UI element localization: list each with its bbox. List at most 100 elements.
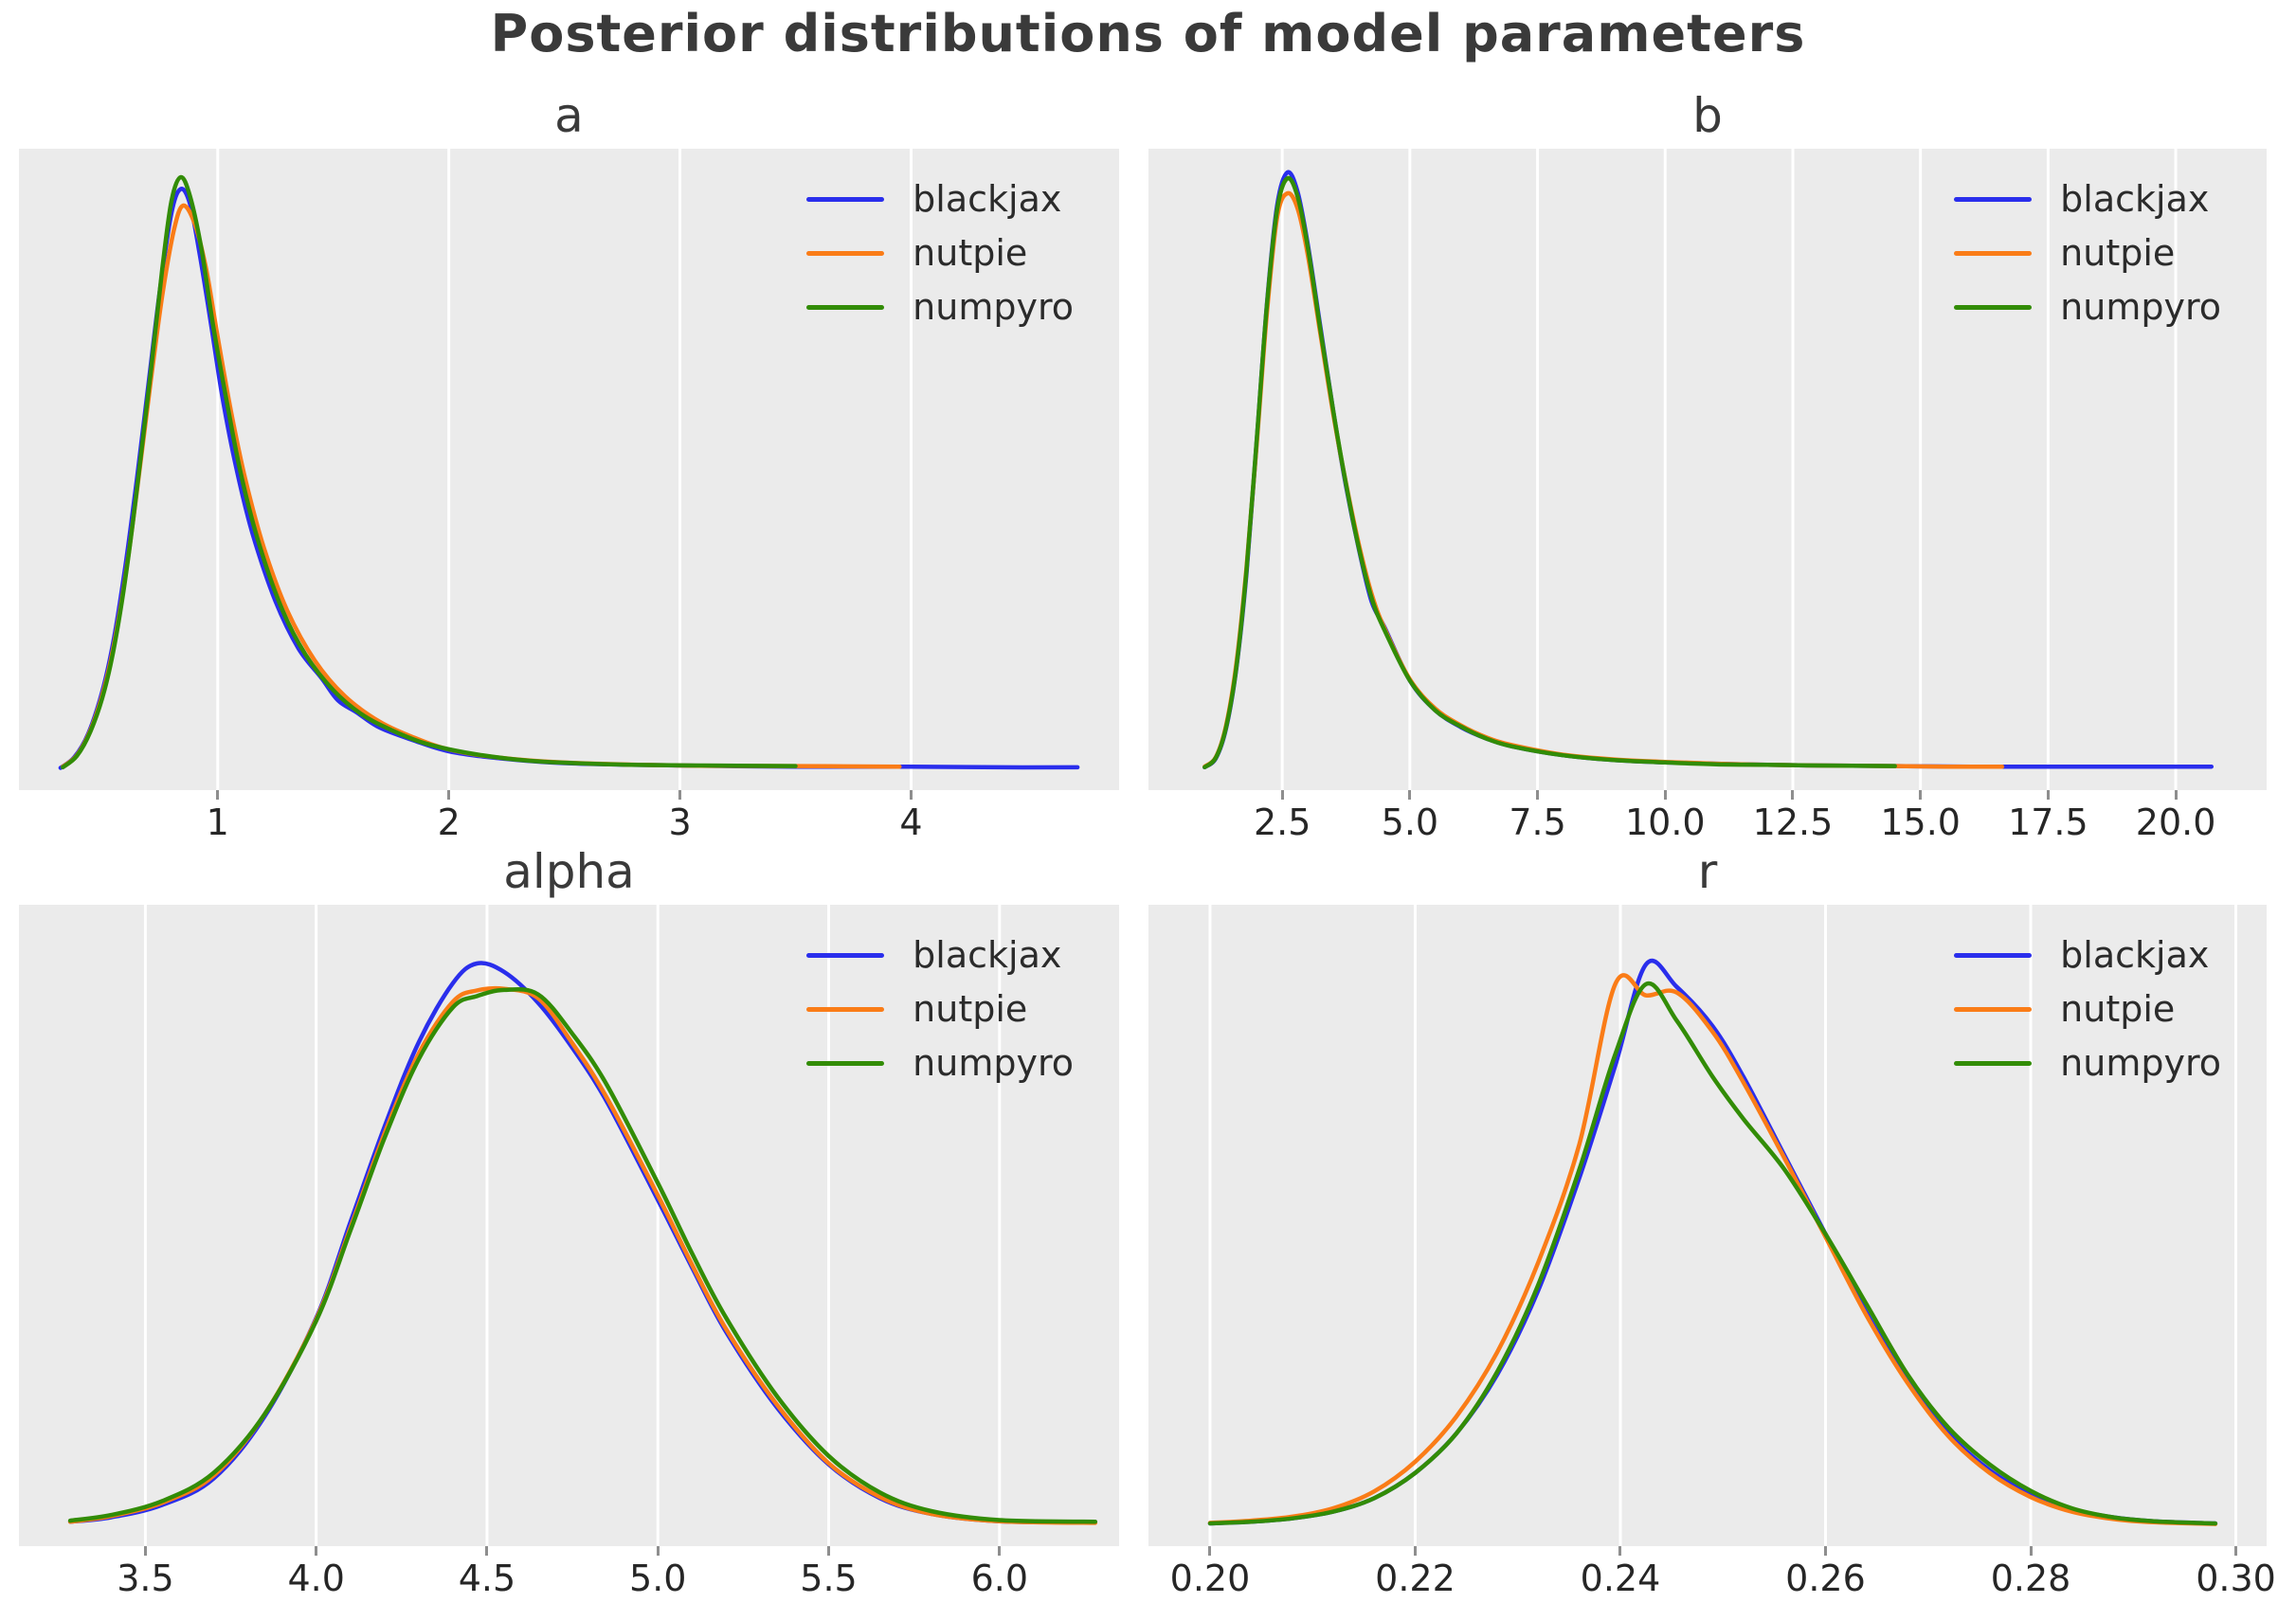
legend-entry-blackjax: blackjax xyxy=(1954,928,2221,982)
legend-line-numpyro xyxy=(806,305,885,310)
kde-curve-nutpie xyxy=(1207,973,2218,1526)
x-tick-label: 17.5 xyxy=(2008,801,2088,843)
x-tick-label: 7.5 xyxy=(1509,801,1566,843)
x-tick xyxy=(2029,1546,2033,1556)
legend-line-blackjax xyxy=(1954,197,2033,202)
legend-entry-nutpie: nutpie xyxy=(806,982,1074,1036)
legend-line-nutpie xyxy=(1954,251,2033,256)
x-tick xyxy=(1791,790,1795,800)
legend-line-blackjax xyxy=(1954,953,2033,958)
legend-line-blackjax xyxy=(806,197,885,202)
kde-curve-numpyro xyxy=(1207,981,2218,1526)
legend-entry-numpyro: numpyro xyxy=(1954,1036,2221,1090)
x-tick-label: 0.22 xyxy=(1375,1558,1455,1599)
x-tick xyxy=(216,790,220,800)
legend-label-nutpie: nutpie xyxy=(913,988,1028,1030)
x-tick xyxy=(678,790,682,800)
legend-label-numpyro: numpyro xyxy=(913,286,1074,328)
x-tick xyxy=(998,1546,1002,1556)
x-tick xyxy=(909,790,913,800)
legend-line-blackjax xyxy=(806,953,885,958)
x-tick xyxy=(1408,790,1412,800)
plot-area-alpha: blackjax nutpie numpyro xyxy=(19,905,1119,1546)
legend-line-nutpie xyxy=(806,251,885,256)
legend-label-nutpie: nutpie xyxy=(913,232,1028,274)
x-tick xyxy=(1413,1546,1417,1556)
subplot-title-r: r xyxy=(1697,844,1718,899)
legend-label-blackjax: blackjax xyxy=(913,178,1062,220)
x-tick-label: 4.0 xyxy=(287,1558,345,1599)
x-tick-label: 0.26 xyxy=(1785,1558,1866,1599)
x-tick xyxy=(1208,1546,1212,1556)
x-tick xyxy=(1919,790,1923,800)
subplot-title-alpha: alpha xyxy=(503,844,635,899)
legend-label-blackjax: blackjax xyxy=(913,934,1062,976)
legend-entry-blackjax: blackjax xyxy=(806,172,1074,226)
plot-area-r: blackjax nutpie numpyro xyxy=(1148,905,2267,1546)
legend-entry-numpyro: numpyro xyxy=(806,280,1074,334)
x-tick-label: 5.0 xyxy=(1381,801,1439,843)
x-tick-label: 4 xyxy=(899,801,923,843)
legend-line-nutpie xyxy=(806,1007,885,1012)
legend-entry-numpyro: numpyro xyxy=(806,1036,1074,1090)
kde-curve-numpyro xyxy=(1202,175,1897,770)
legend-a: blackjax nutpie numpyro xyxy=(806,172,1074,334)
x-tick xyxy=(485,1546,489,1556)
legend-line-numpyro xyxy=(1954,305,2033,310)
x-tick xyxy=(1280,790,1284,800)
kde-plot-b xyxy=(1202,149,2215,790)
x-tick-label: 5.5 xyxy=(800,1558,858,1599)
legend-line-numpyro xyxy=(806,1061,885,1066)
kde-curve-nutpie xyxy=(1202,190,2005,769)
subplot-title-a: a xyxy=(554,88,584,143)
kde-plot-a xyxy=(58,149,1080,790)
legend-r: blackjax nutpie numpyro xyxy=(1954,928,2221,1090)
legend-line-nutpie xyxy=(1954,1007,2033,1012)
x-tick xyxy=(1536,790,1540,800)
kde-curve-nutpie xyxy=(61,203,902,769)
legend-b: blackjax nutpie numpyro xyxy=(1954,172,2221,334)
x-tick-label: 0.28 xyxy=(1990,1558,2071,1599)
legend-entry-numpyro: numpyro xyxy=(1954,280,2221,334)
x-tick-label: 15.0 xyxy=(1880,801,1961,843)
x-tick xyxy=(2174,790,2178,800)
x-tick-label: 10.0 xyxy=(1624,801,1706,843)
x-tick xyxy=(1823,1546,1827,1556)
kde-curve-numpyro xyxy=(61,174,798,770)
x-tick-label: 3.5 xyxy=(117,1558,174,1599)
legend-entry-nutpie: nutpie xyxy=(1954,982,2221,1036)
x-tick-label: 20.0 xyxy=(2135,801,2216,843)
legend-entry-nutpie: nutpie xyxy=(806,226,1074,280)
x-tick xyxy=(1663,790,1667,800)
x-tick-label: 0.24 xyxy=(1580,1558,1661,1599)
legend-label-numpyro: numpyro xyxy=(2060,1042,2221,1084)
legend-alpha: blackjax nutpie numpyro xyxy=(806,928,1074,1090)
kde-plot-alpha xyxy=(67,905,1098,1546)
x-tick xyxy=(315,1546,318,1556)
x-tick-label: 1 xyxy=(206,801,229,843)
legend-entry-blackjax: blackjax xyxy=(1954,172,2221,226)
x-tick xyxy=(2234,1546,2238,1556)
x-tick-label: 3 xyxy=(668,801,692,843)
x-tick-label: 2.5 xyxy=(1253,801,1311,843)
legend-label-numpyro: numpyro xyxy=(913,1042,1074,1084)
x-tick-label: 12.5 xyxy=(1752,801,1834,843)
x-tick-label: 6.0 xyxy=(970,1558,1029,1599)
plot-area-b: blackjax nutpie numpyro xyxy=(1148,149,2267,790)
x-tick xyxy=(827,1546,831,1556)
legend-line-numpyro xyxy=(1954,1061,2033,1066)
x-tick-label: 4.5 xyxy=(458,1558,516,1599)
x-tick-label: 0.20 xyxy=(1169,1558,1251,1599)
legend-label-blackjax: blackjax xyxy=(2060,934,2210,976)
legend-label-blackjax: blackjax xyxy=(2060,178,2210,220)
x-tick xyxy=(447,790,451,800)
x-tick xyxy=(656,1546,660,1556)
figure-title: Posterior distributions of model paramet… xyxy=(490,4,1806,63)
x-tick-label: 2 xyxy=(437,801,461,843)
legend-entry-blackjax: blackjax xyxy=(806,928,1074,982)
x-tick xyxy=(2046,790,2050,800)
legend-label-nutpie: nutpie xyxy=(2060,988,2176,1030)
x-tick xyxy=(1618,1546,1622,1556)
legend-label-nutpie: nutpie xyxy=(2060,232,2176,274)
